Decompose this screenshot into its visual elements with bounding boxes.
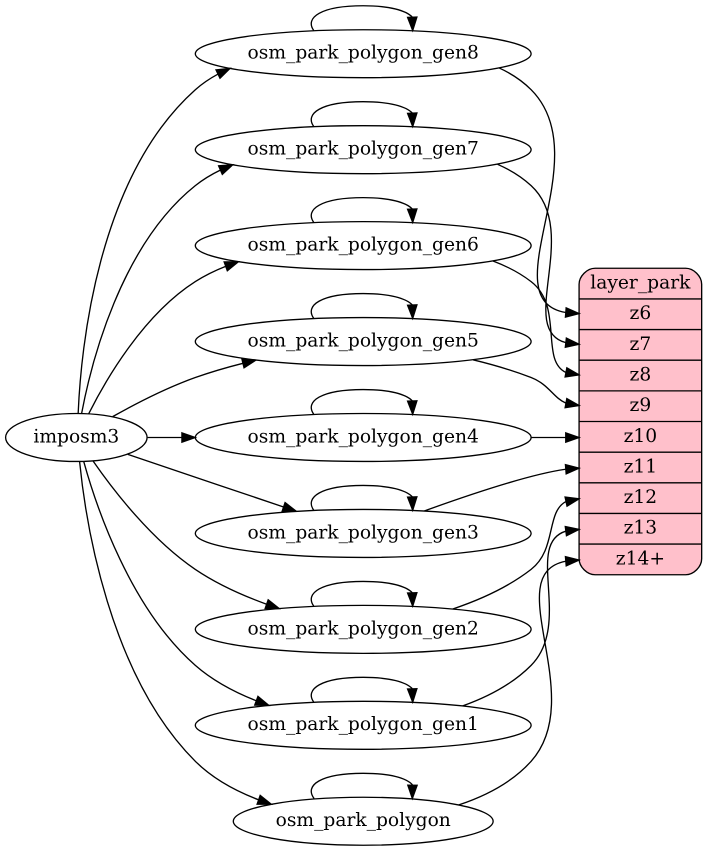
svg-text:z7: z7 xyxy=(630,334,652,355)
svg-text:osm_park_polygon_gen5: osm_park_polygon_gen5 xyxy=(248,330,479,351)
svg-text:layer_park: layer_park xyxy=(590,273,691,294)
svg-text:osm_park_polygon_gen8: osm_park_polygon_gen8 xyxy=(248,43,479,64)
svg-text:z9: z9 xyxy=(630,395,652,416)
svg-text:osm_park_polygon_gen4: osm_park_polygon_gen4 xyxy=(248,426,479,447)
svg-text:z10: z10 xyxy=(624,426,658,447)
svg-text:osm_park_polygon_gen6: osm_park_polygon_gen6 xyxy=(248,235,479,256)
svg-text:osm_park_polygon_gen2: osm_park_polygon_gen2 xyxy=(248,618,479,639)
svg-text:z11: z11 xyxy=(624,456,658,477)
svg-text:z12: z12 xyxy=(624,487,658,508)
svg-text:z14+: z14+ xyxy=(616,548,665,569)
svg-text:osm_park_polygon: osm_park_polygon xyxy=(276,810,451,831)
svg-text:z6: z6 xyxy=(630,303,652,324)
svg-text:imposm3: imposm3 xyxy=(33,426,119,447)
svg-text:z8: z8 xyxy=(630,364,652,385)
svg-text:osm_park_polygon_gen7: osm_park_polygon_gen7 xyxy=(248,139,479,160)
svg-text:osm_park_polygon_gen3: osm_park_polygon_gen3 xyxy=(248,522,479,543)
svg-text:osm_park_polygon_gen1: osm_park_polygon_gen1 xyxy=(248,714,479,735)
svg-text:z13: z13 xyxy=(624,518,658,539)
